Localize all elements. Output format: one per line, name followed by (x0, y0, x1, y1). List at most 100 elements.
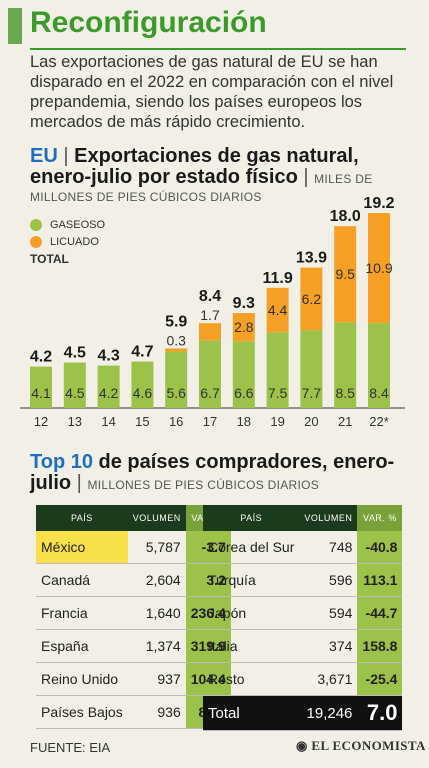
cell-country: Países Bajos (36, 695, 128, 729)
page-title: Reconfiguración (30, 6, 267, 39)
total-label: 13.9 (296, 250, 327, 267)
bar-gas (63, 362, 86, 408)
header-country: PAÍS (36, 505, 128, 531)
cell-var: -44.7 (357, 596, 403, 630)
chart-unit-separator: | (303, 166, 309, 188)
data-label-liq: 10.9 (365, 260, 392, 276)
data-label-gas: 4.2 (99, 385, 119, 401)
chart-title: EU | Exportaciones de gas natural, enero… (30, 146, 425, 190)
legend-swatch-gas (30, 218, 42, 231)
bar-gas (131, 361, 154, 408)
cell-volume: 596 (299, 563, 358, 597)
chart-unit-a: MILES DE (314, 172, 373, 186)
buyers-table-right: PAÍS VOLUMEN VAR. % Corea del Sur 748 -4… (203, 505, 403, 731)
table-row: Países Bajos 936 86.0 (36, 695, 231, 729)
data-label-gas: 5.6 (166, 385, 186, 401)
bar-liq (368, 213, 390, 324)
globe-logo-icon: ◉ (296, 738, 308, 753)
cell-country: Resto (203, 662, 300, 696)
bar-gas (334, 322, 357, 408)
cell-country: Canadá (36, 563, 128, 597)
cell-volume: 3,671 (299, 662, 358, 696)
header-volume: VOLUMEN (127, 505, 186, 531)
data-label-gas: 6.7 (200, 385, 220, 401)
header-country: PAÍS (203, 505, 300, 531)
table-row: Corea del Sur 748 -40.8 (203, 531, 403, 564)
bar-liq (334, 226, 357, 323)
cell-total-volume: 19,246 (299, 695, 358, 731)
total-label: 4.7 (131, 344, 153, 361)
x-tick-label: 13 (68, 414, 82, 429)
table-row: Canadá 2,604 3.2 (36, 563, 231, 597)
legend-label-gas: GASEOSO (50, 218, 106, 231)
bar-gas (199, 340, 221, 408)
total-label: 4.2 (30, 349, 52, 366)
cell-var: -40.8 (357, 531, 403, 564)
chart-title-prefix: EU (30, 145, 58, 167)
bar-gas (97, 365, 120, 408)
x-tick-label: 12 (34, 414, 48, 429)
total-label: 8.4 (199, 288, 221, 305)
header-accent-bar (8, 8, 22, 44)
cell-var: -25.4 (357, 662, 403, 696)
x-tick-label: 15 (135, 414, 149, 429)
x-tick-label: 17 (203, 414, 217, 429)
cell-var: 158.8 (357, 629, 403, 663)
table-title-separator: | (76, 472, 82, 494)
bar-gas (232, 341, 255, 408)
legend-label-liq: LICUADO (50, 235, 99, 248)
cell-total-var: 7.0 (357, 695, 403, 731)
table-row: Turquía 596 113.1 (203, 563, 403, 597)
cell-total-label: Total (203, 695, 300, 731)
table-row: Reino Unido 937 104.4 (36, 662, 231, 696)
total-label: 4.3 (97, 348, 119, 365)
bar-gas (368, 323, 390, 408)
bar-gas (30, 366, 52, 408)
cell-country: Corea del Sur (203, 531, 300, 564)
table-row: México 5,787 -3.7 (36, 531, 231, 564)
cell-country: Reino Unido (36, 662, 128, 696)
cell-volume: 1,640 (127, 596, 186, 630)
data-label-liq: 2.8 (234, 319, 254, 335)
cell-var: 113.1 (357, 563, 403, 597)
cell-country: Japón (203, 596, 300, 630)
legend-item-gas: GASEOSO (30, 216, 105, 233)
intro-text: Las exportaciones de gas natural de EU s… (30, 53, 394, 131)
x-tick-label: 20 (304, 414, 318, 429)
data-label-gas: 7.5 (268, 385, 288, 401)
brand-logo: ◉ EL ECONOMISTA (296, 738, 426, 754)
cell-country: Italia (203, 629, 300, 663)
table-title-text: de países compradores, enero-julio (30, 451, 395, 494)
bar-gas (266, 332, 289, 408)
header-volume: VOLUMEN (299, 505, 358, 531)
chart-unit-b: MILLONES DE PIES CÚBICOS DIARIOS (30, 190, 262, 204)
stacked-bar-chart: 4.1 4.2 12 4.5 4.5 13 4.2 4.3 14 4.6 4.7 15 5.6 0.3 5.… (20, 195, 405, 429)
data-label-liq: 6.2 (302, 291, 322, 307)
bar-gas (300, 330, 323, 408)
table-title-prefix: Top 10 (30, 451, 93, 473)
cell-volume: 594 (299, 596, 358, 630)
legend-item-liq: LICUADO (30, 233, 105, 250)
data-label-gas: 6.6 (234, 385, 254, 401)
total-label: 5.9 (165, 313, 187, 330)
data-label-gas: 4.5 (65, 385, 85, 401)
bar-liq (232, 313, 255, 342)
data-label-liq: 0.3 (166, 332, 186, 348)
source-note: FUENTE: EIA (30, 740, 111, 755)
x-tick-label: 14 (101, 414, 115, 429)
cell-volume: 1,374 (127, 629, 186, 663)
table-row: Italia 374 158.8 (203, 629, 403, 663)
total-label: 9.3 (233, 295, 255, 312)
x-tick-label: 16 (169, 414, 183, 429)
total-label: 11.9 (262, 270, 292, 287)
data-label-liq: 4.4 (268, 302, 288, 318)
bar-liq (300, 267, 323, 331)
cell-country: Francia (36, 596, 128, 630)
table-total-row: Total 19,246 7.0 (203, 695, 403, 731)
cell-volume: 374 (299, 629, 358, 663)
total-label: 18.0 (330, 208, 361, 225)
table-row: España 1,374 319.9 (36, 629, 231, 663)
bar-liq (199, 323, 221, 341)
cell-country: Turquía (203, 563, 300, 597)
legend-label-total: TOTAL (30, 252, 69, 266)
